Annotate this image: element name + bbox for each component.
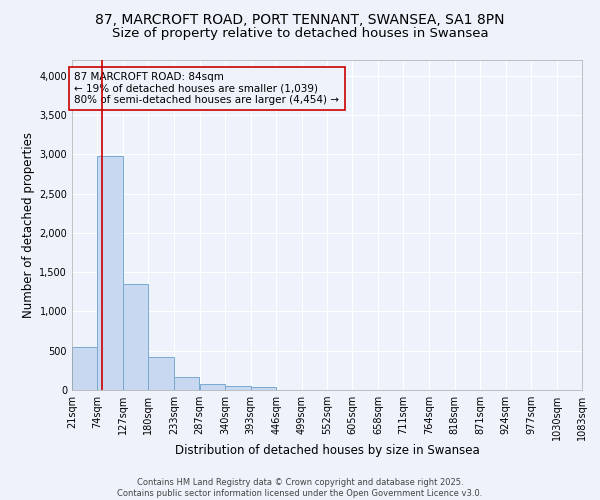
Text: Contains HM Land Registry data © Crown copyright and database right 2025.
Contai: Contains HM Land Registry data © Crown c…	[118, 478, 482, 498]
Bar	[123, 284, 148, 390]
Bar	[251, 387, 276, 390]
X-axis label: Distribution of detached houses by size in Swansea: Distribution of detached houses by size …	[175, 444, 479, 458]
Bar	[225, 386, 251, 390]
Text: Size of property relative to detached houses in Swansea: Size of property relative to detached ho…	[112, 28, 488, 40]
Bar	[174, 378, 199, 390]
Text: 87 MARCROFT ROAD: 84sqm
← 19% of detached houses are smaller (1,039)
80% of semi: 87 MARCROFT ROAD: 84sqm ← 19% of detache…	[74, 72, 340, 105]
Bar	[148, 357, 174, 390]
Bar	[97, 156, 123, 390]
Bar	[200, 384, 225, 390]
Text: 87, MARCROFT ROAD, PORT TENNANT, SWANSEA, SA1 8PN: 87, MARCROFT ROAD, PORT TENNANT, SWANSEA…	[95, 12, 505, 26]
Y-axis label: Number of detached properties: Number of detached properties	[22, 132, 35, 318]
Bar	[72, 347, 97, 390]
